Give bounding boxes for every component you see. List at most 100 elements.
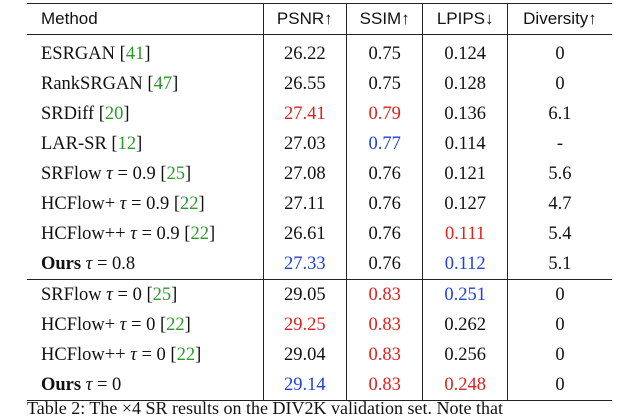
equals-sign: = — [141, 224, 152, 244]
lpips-value: 0.111 — [445, 224, 486, 244]
psnr-value: 29.25 — [283, 315, 326, 335]
method-name: SRFlow — [41, 285, 102, 305]
table-row: HCFlow+ τ = 0 [22] 29.25 0.83 0.262 0 — [27, 310, 612, 340]
lpips-value: 0.128 — [444, 74, 486, 94]
ssim-value: 0.83 — [368, 345, 401, 365]
psnr-value: 26.22 — [283, 44, 326, 64]
lpips-value: 0.112 — [444, 254, 486, 274]
method-name: SRFlow — [41, 164, 102, 184]
ssim-cell: 0.83 — [345, 340, 423, 370]
lpips-cell: 0.262 — [422, 310, 508, 340]
method-name: HCFlow++ — [41, 345, 126, 365]
lpips-cell: 0.124 — [422, 34, 508, 69]
method-cell: SRFlow τ = 0.9 [25] — [41, 164, 192, 184]
psnr-cell: 27.33 — [262, 249, 347, 280]
equals-sign: = — [117, 164, 128, 184]
lpips-value: 0.124 — [444, 44, 486, 64]
citation-number: 22 — [166, 315, 185, 335]
lpips-value: 0.127 — [444, 194, 486, 214]
diversity-cell: 6.1 — [506, 99, 612, 129]
method-cell: LAR-SR [12] — [41, 134, 143, 154]
psnr-cell: 29.14 — [262, 370, 347, 401]
lpips-cell: 0.127 — [422, 189, 508, 219]
ssim-value: 0.76 — [368, 254, 401, 274]
method-name: HCFlow+ — [41, 194, 116, 214]
psnr-cell: 29.05 — [262, 279, 347, 310]
diversity-value: 0 — [555, 74, 565, 94]
tau-symbol: τ — [119, 315, 127, 335]
citation-number: 22 — [180, 194, 199, 214]
ssim-cell: 0.77 — [345, 129, 423, 159]
citation-number: 47 — [153, 74, 173, 94]
method-name: HCFlow++ — [41, 224, 126, 244]
lpips-value: 0.262 — [444, 315, 486, 335]
psnr-cell: 27.03 — [262, 129, 347, 159]
psnr-value: 29.14 — [283, 375, 326, 395]
lpips-cell: 0.114 — [422, 129, 508, 159]
psnr-cell: 27.41 — [262, 99, 347, 129]
equals-sign: = — [131, 315, 142, 335]
citation-number: 41 — [125, 44, 145, 64]
ssim-value: 0.76 — [368, 194, 401, 214]
table-row: HCFlow++ τ = 0.9 [22] 26.61 0.76 0.111 5.4 — [27, 219, 612, 249]
equals-sign: = — [141, 345, 152, 365]
tau-symbol: τ — [106, 164, 113, 184]
diversity-value: 0 — [555, 285, 565, 305]
method-column-header: Method — [27, 3, 264, 35]
table-row: SRFlow τ = 0.9 [25] 27.08 0.76 0.121 5.6 — [27, 159, 612, 189]
table-row: SRDiff [20] 27.41 0.79 0.136 6.1 — [27, 99, 612, 129]
psnr-cell: 27.08 — [262, 159, 347, 189]
psnr-cell: 29.04 — [262, 340, 347, 370]
ssim-cell: 0.83 — [345, 279, 423, 310]
lpips-cell: 0.128 — [422, 69, 508, 99]
equals-sign: = — [96, 254, 108, 274]
tau-symbol: τ — [85, 254, 93, 274]
tau-value: 0.8 — [112, 254, 136, 274]
ssim-value: 0.77 — [368, 134, 401, 154]
lpips-value: 0.251 — [444, 285, 486, 305]
method-name: RankSRGAN — [41, 74, 143, 94]
psnr-value: 27.08 — [283, 164, 326, 184]
diversity-cell: 0 — [506, 279, 612, 310]
ssim-value: 0.83 — [368, 285, 401, 305]
method-cell: HCFlow+ τ = 0.9 [22] — [41, 194, 205, 214]
table-row: Ours τ = 0 29.14 0.83 0.248 0 — [27, 370, 612, 401]
ssim-cell: 0.76 — [345, 249, 423, 280]
tau-symbol: τ — [130, 345, 137, 365]
method-name: HCFlow+ — [41, 315, 116, 335]
psnr-cell: 26.61 — [262, 219, 347, 249]
method-name: LAR-SR — [41, 134, 107, 154]
tau-value: 0.9 — [156, 224, 180, 244]
ssim-value: 0.83 — [368, 375, 401, 395]
table-header: Method PSNR↑ SSIM↑ LPIPS↓ Diversity↑ — [27, 3, 612, 35]
tau-symbol: τ — [119, 194, 127, 214]
method-cell: Ours τ = 0 — [27, 370, 264, 401]
diversity-cell: 5.6 — [506, 159, 612, 189]
equals-sign: = — [96, 375, 108, 395]
diversity-cell: 5.4 — [506, 219, 612, 249]
method-name: Ours — [41, 254, 82, 274]
psnr-value: 27.41 — [283, 104, 326, 124]
ssim-value: 0.76 — [368, 164, 401, 184]
diversity-cell: 0 — [506, 370, 612, 401]
method-cell: SRFlow τ = 0 [25] — [27, 279, 264, 310]
lpips-cell: 0.111 — [422, 219, 508, 249]
diversity-cell: 4.7 — [506, 189, 612, 219]
results-table: Method PSNR↑ SSIM↑ LPIPS↓ Diversity↑ ESR… — [27, 3, 612, 401]
method-cell: Ours τ = 0.8 — [27, 249, 263, 280]
table-body: ESRGAN [41] 26.22 0.75 0.124 0 RankSRGAN [47]… — [27, 34, 612, 401]
citation-number: 25 — [152, 285, 172, 305]
method-name: Ours — [41, 375, 82, 395]
diversity-value: - — [556, 134, 564, 154]
lpips-value: 0.248 — [444, 375, 486, 395]
citation-number: 25 — [166, 164, 186, 184]
diversity-value: 0 — [555, 44, 565, 64]
ssim-cell: 0.79 — [345, 99, 423, 129]
diversity-cell: 0 — [506, 340, 612, 370]
table-row: SRFlow τ = 0 [25] 29.05 0.83 0.251 0 — [27, 279, 612, 310]
lpips-value: 0.256 — [444, 345, 486, 365]
ssim-value: 0.75 — [368, 74, 401, 94]
ssim-value: 0.83 — [368, 315, 401, 335]
header-row: Method PSNR↑ SSIM↑ LPIPS↓ Diversity↑ — [27, 3, 612, 35]
method-cell: HCFlow+ τ = 0 [22] — [41, 315, 191, 335]
